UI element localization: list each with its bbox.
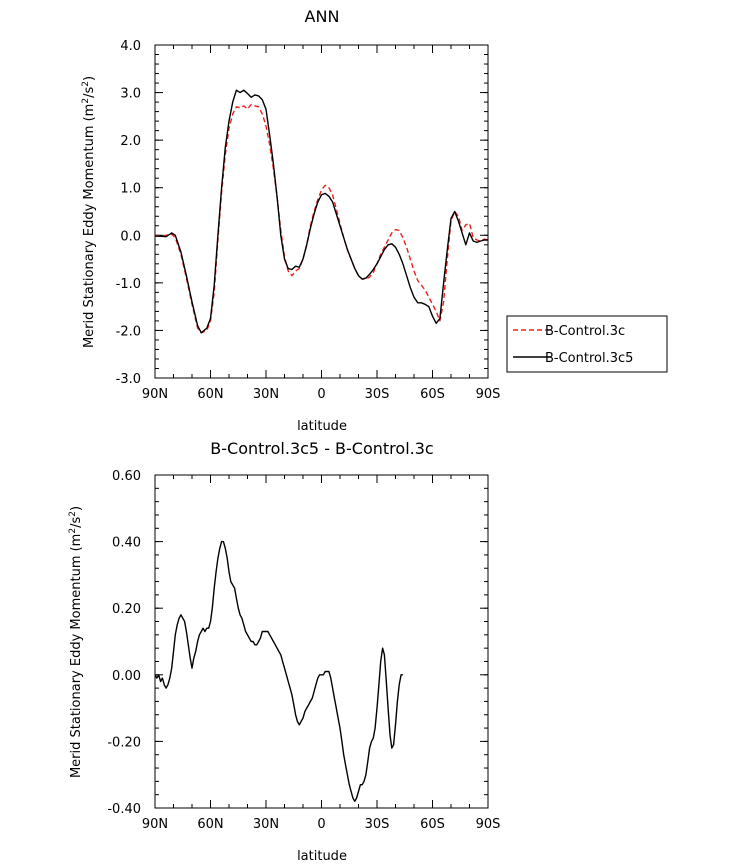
bottom-y-tick-label: 0.20: [112, 602, 141, 617]
bottom-x-tick-label: 60N: [197, 817, 223, 832]
bottom-x-tick-label: 60S: [420, 817, 445, 832]
bottom-series-group: [154, 540, 403, 802]
bottom-y-tick-label: 0.60: [112, 469, 141, 484]
bottom-y-axis-label: Merid Stationary Eddy Momentum (m2/s2): [68, 506, 84, 778]
top-x-tick-label: 30S: [365, 387, 390, 402]
bottom-chart-title: B-Control.3c5 - B-Control.3c: [210, 439, 433, 458]
top-y-tick-label: 0.0: [120, 229, 141, 244]
bottom-x-axis-label: latitude: [297, 849, 347, 864]
top-y-axis-label: Merid Stationary Eddy Momentum (m2/s2): [81, 76, 97, 348]
bottom-x-tick-label: 0: [317, 817, 325, 832]
top-x-tick-label: 90S: [476, 387, 501, 402]
top-plot-frame: [154, 44, 489, 379]
top-y-tick-label: 3.0: [120, 87, 141, 102]
bottom-x-tick-label: 90S: [476, 817, 501, 832]
top-x-tick-label: 60N: [197, 387, 223, 402]
top-chart-title: ANN: [305, 7, 340, 26]
bottom-y-tick-label: 0.00: [112, 669, 141, 684]
top-y-tick-label: 1.0: [120, 182, 141, 197]
legend-label-control-3c5: B-Control.3c5: [545, 351, 633, 366]
legend-box: [506, 315, 668, 373]
top-x-tick-label: 60S: [420, 387, 445, 402]
top-y-tick-label: -2.0: [116, 324, 141, 339]
bottom-series-line-0: [154, 540, 403, 802]
top-panel: ANN 90N 60N 30N 0 30S 60S 90S 4.0 3.0 2.0 1.0 0.0 -1…: [81, 7, 668, 434]
bottom-x-tick-label: 90N: [142, 817, 168, 832]
top-y-tick-label: -3.0: [116, 372, 141, 387]
top-y-tick-label: 4.0: [120, 39, 141, 54]
top-x-tick-label: 30N: [253, 387, 279, 402]
top-x-axis-label: latitude: [297, 419, 347, 434]
top-y-tick-label: 2.0: [120, 134, 141, 149]
bottom-y-tick-label: 0.40: [112, 536, 141, 551]
bottom-plot-frame: [154, 474, 489, 809]
top-series-line-1: [155, 89, 488, 334]
top-series-group: [154, 89, 489, 334]
top-x-tick-label: 0: [317, 387, 325, 402]
bottom-panel: B-Control.3c5 - B-Control.3c 90N 60N 30N 0 3…: [68, 439, 500, 864]
bottom-y-tick-label: -0.20: [107, 735, 141, 750]
top-axis-ticks: 90N 60N 30N 0 30S 60S 90S 4.0 3.0 2.0 1.0 0.0 -1.0 -2…: [116, 39, 501, 402]
top-y-tick-label: -1.0: [116, 277, 141, 292]
legend-label-control-3c: B-Control.3c: [545, 324, 625, 339]
legend: B-Control.3c B-Control.3c5: [506, 315, 668, 373]
bottom-x-tick-label: 30N: [253, 817, 279, 832]
top-x-tick-label: 90N: [142, 387, 168, 402]
bottom-y-tick-label: -0.40: [107, 802, 141, 817]
top-series-line-0: [154, 103, 489, 334]
bottom-x-tick-label: 30S: [365, 817, 390, 832]
bottom-axis-ticks: 90N 60N 30N 0 30S 60S 90S 0.60 0.40 0.20 0.00 -0.20…: [107, 469, 500, 832]
